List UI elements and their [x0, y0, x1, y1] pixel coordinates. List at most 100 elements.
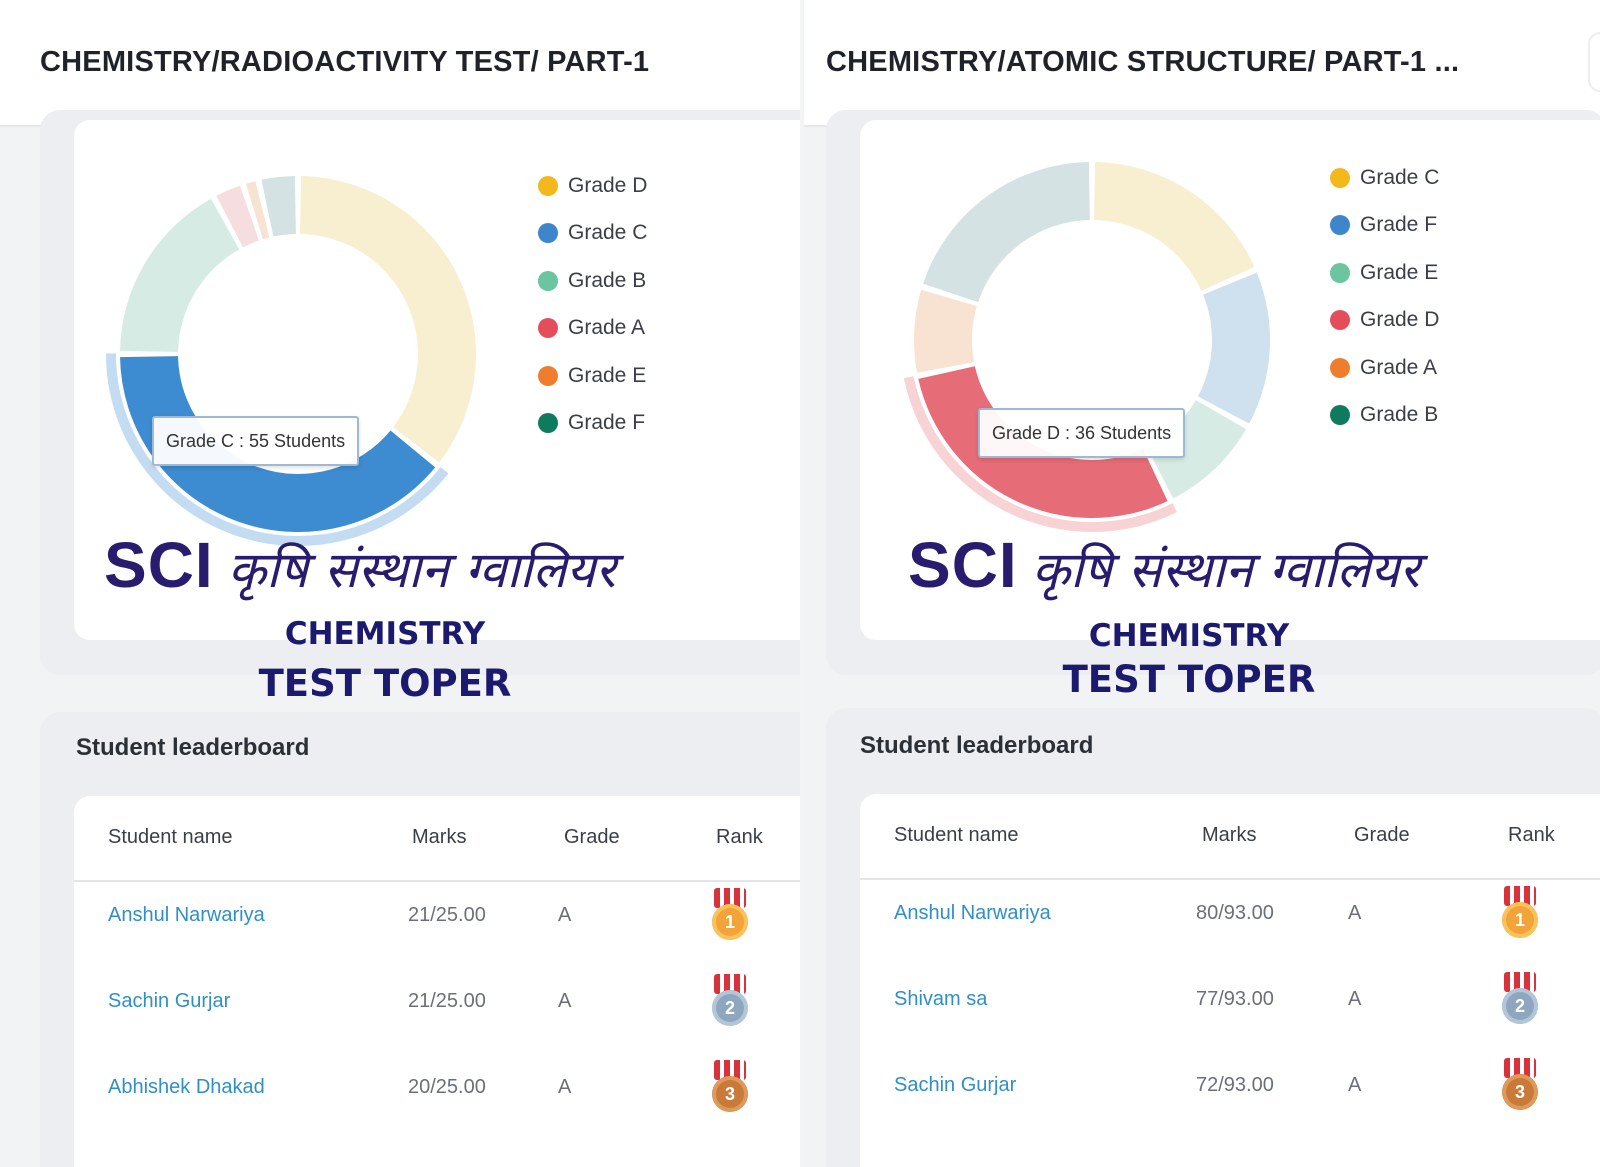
chart-card: Grade C Grade F Grade E Grade D Grade A Grade…	[860, 120, 1600, 640]
donut-slice-grade-c[interactable]	[1094, 162, 1255, 291]
column-header-grade: Grade	[1354, 824, 1410, 846]
table-row: Sachin Gurjar 72/93.00 A 3	[860, 1036, 1600, 1122]
student-name-link[interactable]: Sachin Gurjar	[894, 1074, 1017, 1096]
student-grade: A	[558, 990, 572, 1012]
legend-label: Grade B	[1360, 403, 1439, 427]
student-grade: A	[558, 1076, 572, 1098]
panel-header: CHEMISTRY/ATOMIC STRUCTURE/ PART-1 ...	[804, 0, 1600, 127]
next-card-edge	[1588, 32, 1600, 92]
legend-item[interactable]: Grade C	[538, 210, 647, 258]
brand-subject: CHEMISTRY	[1088, 618, 1290, 654]
test-result-panel-radioactivity: CHEMISTRY/RADIOACTIVITY TEST/ PART-1 Gra…	[0, 0, 800, 1167]
grade-donut-chart[interactable]	[98, 154, 498, 554]
column-header-name: Student name	[894, 824, 1019, 846]
legend-item[interactable]: Grade E	[538, 352, 647, 400]
legend-item[interactable]: Grade D	[1330, 297, 1439, 345]
leaderboard-title: Student leaderboard	[76, 734, 310, 761]
donut-slice-grade-d[interactable]	[918, 366, 1168, 518]
column-header-marks: Marks	[1202, 824, 1257, 846]
legend-label: Grade B	[568, 268, 647, 292]
donut-slice-grade-e[interactable]	[1146, 400, 1247, 499]
institute-brand: SCI कृषि संस्थान ग्वालियर	[908, 528, 1420, 602]
legend-dot-icon	[538, 175, 558, 196]
legend-label: Grade F	[568, 411, 646, 435]
column-header-grade: Grade	[564, 826, 620, 848]
rank-medal-gold-icon: 1	[710, 888, 750, 942]
legend-item[interactable]: Grade F	[1330, 202, 1439, 250]
grade-donut-chart[interactable]	[892, 140, 1292, 540]
student-name-link[interactable]: Shivam sa	[894, 988, 988, 1010]
institute-brand: SCI कृषि संस्थान ग्वालियर	[104, 528, 616, 602]
table-row: Abhishek Dhakad 20/25.00 A 3	[74, 1038, 800, 1124]
brand-hindi: कृषि संस्थान ग्वालियर	[1031, 541, 1420, 599]
student-marks: 20/25.00	[408, 1076, 486, 1098]
donut-slice-grade-f[interactable]	[1197, 272, 1270, 424]
legend-dot-icon	[1330, 167, 1350, 188]
legend-label: Grade E	[1360, 260, 1439, 284]
donut-slice-grade-b[interactable]	[120, 198, 240, 352]
page-title: CHEMISTRY/RADIOACTIVITY TEST/ PART-1	[40, 46, 650, 78]
donut-slice-grade-a[interactable]	[914, 289, 977, 373]
rank-medal-gold-icon: 1	[1500, 886, 1540, 940]
student-grade: A	[1348, 988, 1362, 1010]
student-name-link[interactable]: Anshul Narwariya	[894, 902, 1051, 924]
rank-medal-silver-icon: 2	[710, 974, 750, 1028]
brand-hindi: कृषि संस्थान ग्वालियर	[227, 541, 616, 599]
legend-item[interactable]: Grade F	[538, 400, 647, 448]
legend-dot-icon	[538, 365, 558, 386]
brand-tagline: TEST TOPER	[258, 662, 512, 705]
donut-slice-grade-f[interactable]	[261, 176, 296, 237]
leaderboard-title: Student leaderboard	[860, 732, 1094, 759]
table-row: Shivam sa 77/93.00 A 2	[860, 950, 1600, 1036]
table-row: Anshul Narwariya 21/25.00 A 1	[74, 866, 800, 952]
student-grade: A	[558, 904, 572, 926]
student-marks: 21/25.00	[408, 990, 486, 1012]
panel-header: CHEMISTRY/RADIOACTIVITY TEST/ PART-1	[0, 0, 800, 127]
legend-dot-icon	[538, 223, 558, 244]
donut-slice-grade-e[interactable]	[245, 181, 270, 240]
leaderboard-table: Student name Marks Grade Rank Anshul Nar…	[74, 796, 800, 1167]
student-marks: 77/93.00	[1196, 988, 1274, 1010]
legend-item[interactable]: Grade A	[1330, 344, 1439, 392]
legend-dot-icon	[1330, 405, 1350, 426]
student-name-link[interactable]: Abhishek Dhakad	[108, 1076, 265, 1098]
legend-item[interactable]: Grade A	[538, 305, 647, 353]
chart-tooltip: Grade C : 55 Students	[152, 416, 360, 466]
student-name-link[interactable]: Anshul Narwariya	[108, 904, 265, 926]
column-header-name: Student name	[108, 826, 233, 848]
chart-legend: Grade D Grade C Grade B Grade A Grade E Grade…	[538, 162, 647, 447]
legend-dot-icon	[538, 318, 558, 339]
column-header-rank: Rank	[716, 826, 763, 848]
student-name-link[interactable]: Sachin Gurjar	[108, 990, 231, 1012]
donut-slice-grade-c[interactable]	[120, 356, 436, 533]
legend-item[interactable]: Grade B	[1330, 392, 1439, 440]
donut-slice-grade-b[interactable]	[923, 162, 1090, 303]
legend-label: Grade A	[1360, 355, 1438, 379]
table-row: Sachin Gurjar 21/25.00 A 2	[74, 952, 800, 1038]
student-marks: 80/93.00	[1196, 902, 1274, 924]
brand-subject: CHEMISTRY	[284, 616, 486, 652]
legend-item[interactable]: Grade B	[538, 257, 647, 305]
rank-medal-silver-icon: 2	[1500, 972, 1540, 1026]
test-result-panel-atomic-structure: CHEMISTRY/ATOMIC STRUCTURE/ PART-1 ... G…	[804, 0, 1600, 1167]
legend-label: Grade A	[568, 316, 646, 340]
legend-dot-icon	[538, 270, 558, 291]
legend-label: Grade E	[568, 363, 647, 387]
brand-sci: SCI	[908, 529, 1018, 601]
table-header: Student name Marks Grade Rank	[74, 796, 800, 882]
legend-item[interactable]: Grade E	[1330, 249, 1439, 297]
page-title: CHEMISTRY/ATOMIC STRUCTURE/ PART-1 ...	[826, 46, 1460, 78]
legend-label: Grade D	[1360, 308, 1440, 332]
donut-slice-grade-a[interactable]	[216, 185, 259, 248]
chart-legend: Grade C Grade F Grade E Grade D Grade A Grade…	[1330, 154, 1439, 439]
rank-medal-bronze-icon: 3	[1500, 1058, 1540, 1112]
legend-dot-icon	[1330, 215, 1350, 236]
donut-slice-grade-d[interactable]	[300, 176, 476, 463]
student-marks: 21/25.00	[408, 904, 486, 926]
legend-dot-icon	[1330, 357, 1350, 378]
legend-label: Grade C	[1360, 165, 1440, 189]
legend-label: Grade D	[568, 173, 648, 197]
legend-item[interactable]: Grade C	[1330, 154, 1439, 202]
chart-tooltip: Grade D : 36 Students	[978, 408, 1186, 458]
legend-item[interactable]: Grade D	[538, 162, 647, 210]
